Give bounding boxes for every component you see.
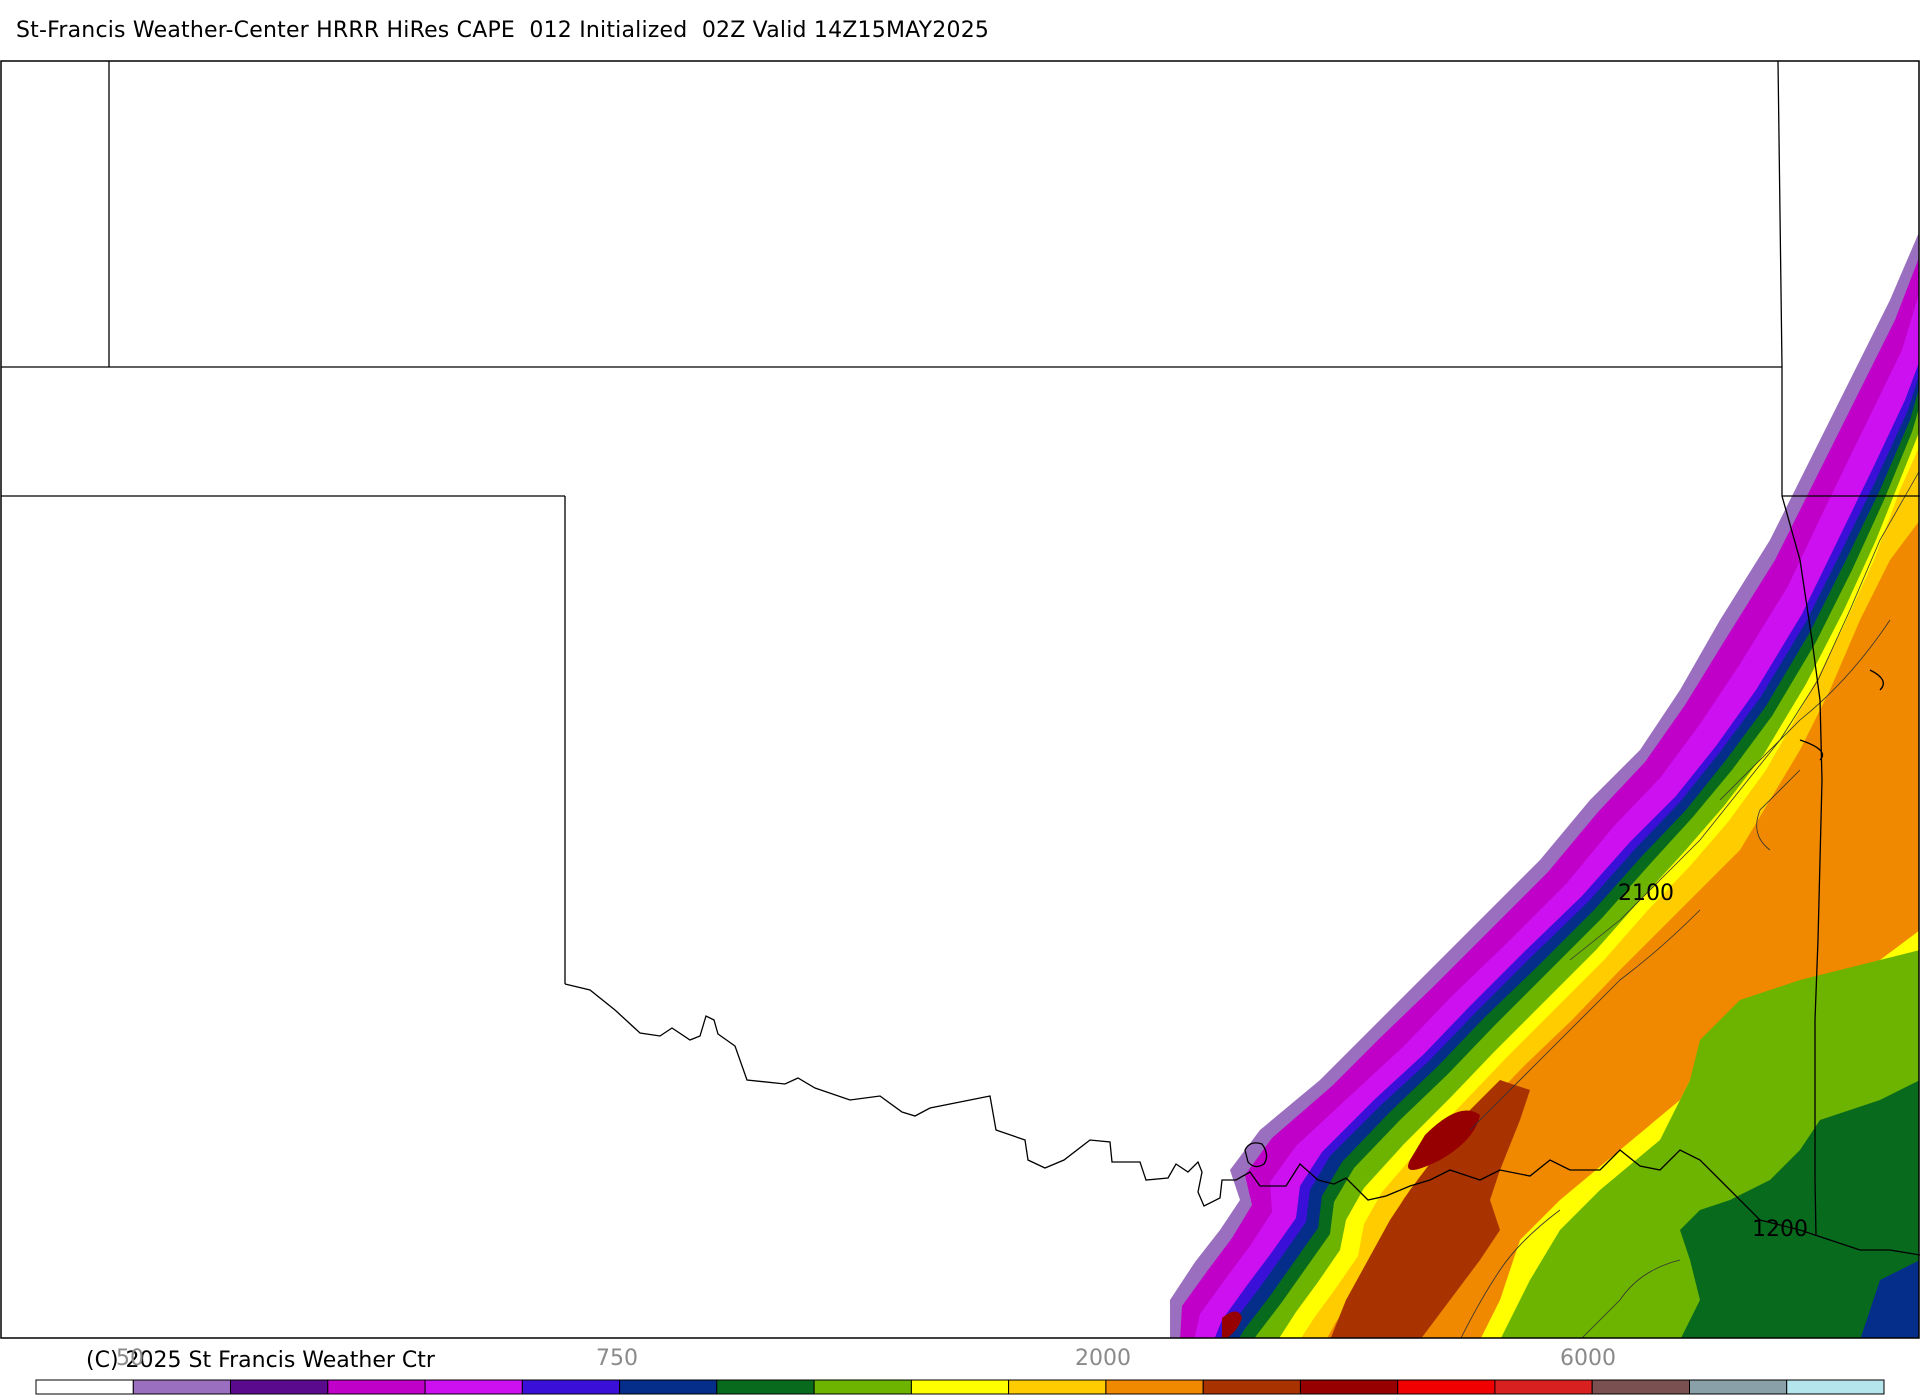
legend-swatch — [1105, 1379, 1204, 1395]
cape-band-3000-b — [1222, 1311, 1242, 1338]
legend-swatch — [1202, 1379, 1301, 1395]
legend-swatch — [1786, 1379, 1885, 1395]
legend-tick-2000: 2000 — [1075, 1346, 1131, 1371]
cape-band-3000 — [1408, 1110, 1480, 1170]
cape-band-1000-se — [1680, 1080, 1919, 1338]
legend-swatch — [230, 1379, 329, 1395]
legend-swatch — [1397, 1379, 1496, 1395]
border-red-river — [564, 983, 1920, 1256]
cape-band-900-se — [1860, 1260, 1919, 1338]
contour-lines — [1460, 470, 1919, 1338]
legend-tick-750: 750 — [596, 1346, 638, 1371]
border-texas-lake — [1244, 1142, 1268, 1168]
legend-swatch — [1299, 1379, 1399, 1395]
legend-swatch — [1494, 1379, 1593, 1395]
cape-fill — [1170, 232, 1919, 1338]
legend-tick-50: 50 — [116, 1346, 144, 1371]
copyright-text: (C) 2025 St Francis Weather Ctr — [86, 1348, 435, 1373]
contour-label-1200: 1200 — [1752, 1217, 1808, 1242]
legend-swatch — [327, 1379, 426, 1395]
legend-swatch — [619, 1379, 718, 1395]
boundaries — [1, 60, 1920, 1256]
legend-bar — [35, 1379, 1885, 1395]
legend-swatch — [132, 1379, 232, 1395]
map-frame — [0, 60, 1920, 1339]
legend-swatch — [813, 1379, 912, 1395]
legend-swatch — [1689, 1379, 1788, 1395]
legend-swatch — [424, 1379, 523, 1395]
legend-tick-6000: 6000 — [1560, 1346, 1616, 1371]
legend-swatch — [716, 1379, 815, 1395]
legend-swatch — [1008, 1379, 1107, 1395]
map-title: St-Francis Weather-Center HRRR HiRes CAP… — [16, 18, 990, 43]
border-ne-wiggle — [1799, 669, 1884, 761]
cape-band-2500 — [1330, 1080, 1530, 1338]
legend-swatch — [1591, 1379, 1690, 1395]
legend-swatch — [910, 1379, 1010, 1395]
contour-label-2100: 2100 — [1618, 881, 1674, 906]
legend-swatch — [521, 1379, 621, 1395]
legend-swatch — [35, 1379, 134, 1395]
